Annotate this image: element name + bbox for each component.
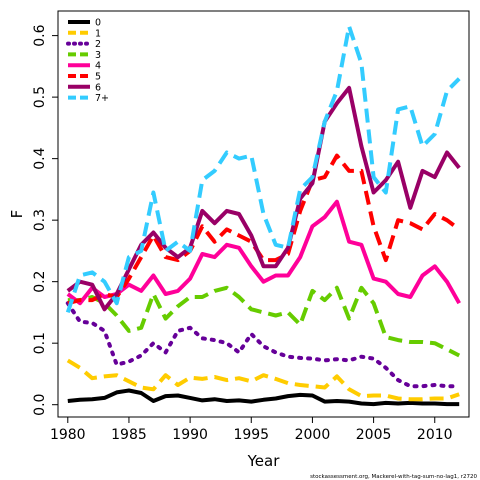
legend-label-age-3: 3 (95, 50, 101, 61)
series-line-age-2 (65, 301, 462, 389)
y-tick-label-0.1: 0.1 (32, 332, 48, 354)
y-tick-label-0.6: 0.6 (32, 24, 48, 46)
series-line-age-6 (66, 85, 461, 312)
y-tick-label-0.2: 0.2 (32, 271, 48, 293)
x-tick-label-1980: 1980 (50, 427, 86, 443)
x-tick-label-2010: 2010 (417, 427, 453, 443)
x-tick-label-2000: 2000 (295, 427, 331, 443)
y-axis-title: F (8, 210, 26, 219)
legend-label-age-1: 1 (95, 28, 101, 39)
series-line-age-3 (67, 285, 461, 358)
plot-frame (57, 10, 470, 418)
legend-label-age-7plus: 7+ (95, 93, 109, 104)
legend-label-age-2: 2 (95, 39, 101, 50)
x-axis: 1980 1985 1990 1995 2000 2005 2010 (50, 417, 453, 443)
y-axis: 0.0 0.1 0.2 0.3 0.4 0.5 0.6 (32, 24, 58, 416)
legend-label-age-0: 0 (95, 18, 101, 29)
series-layer (65, 24, 462, 407)
y-tick-label-0.3: 0.3 (32, 209, 48, 231)
y-tick-label-0.0: 0.0 (32, 394, 48, 416)
y-tick-label-0.5: 0.5 (32, 86, 48, 108)
series-line-age-0 (67, 388, 460, 407)
x-tick-label-1995: 1995 (233, 427, 269, 443)
series-line-age-1 (66, 358, 460, 402)
x-tick-label-1985: 1985 (111, 427, 147, 443)
series-line-age-4 (66, 199, 461, 306)
footer-note: stockassessment.org, Mackerel-with-tag-s… (310, 474, 477, 480)
x-axis-title: Year (247, 452, 281, 470)
legend-label-age-6: 6 (95, 82, 101, 93)
legend-label-age-4: 4 (95, 61, 101, 72)
y-tick-label-0.4: 0.4 (32, 147, 48, 169)
x-tick-label-2005: 2005 (356, 427, 392, 443)
x-tick-label-1990: 1990 (172, 427, 208, 443)
legend-label-age-5: 5 (95, 72, 101, 83)
